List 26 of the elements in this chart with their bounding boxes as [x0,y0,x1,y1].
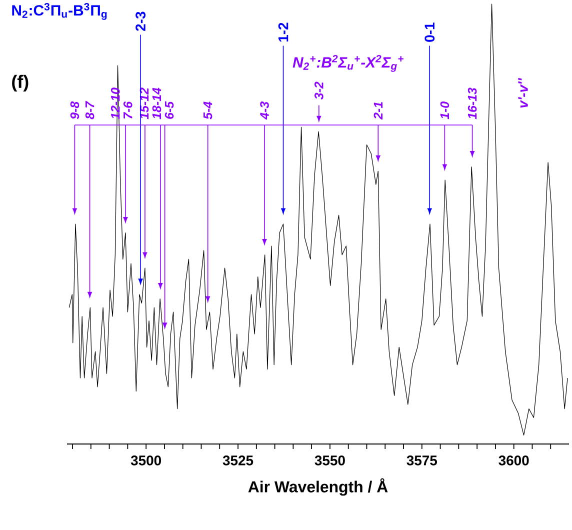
annotation: 5-4 [204,102,212,120]
annotation: 9-8 [70,101,80,120]
annotation: 0-1 [424,22,435,42]
annotation: v'-v'' [518,78,528,108]
x-axis-title: Air Wavelength / Å [248,478,388,496]
annotation: 2-1 [374,102,382,120]
annotation: 16-13 [468,88,477,120]
annotation: 12-10 [110,88,120,120]
annotation: 6-5 [164,101,174,119]
annotation: 1-2 [278,22,288,42]
text: N$_{2}$$^{+}$:B$^{2}$Σ$_{u}$$^{+}$-X$^{2}$Σ$_{g}$+ [292,54,404,72]
annotation: 8-7 [85,100,94,120]
x-tick-label: 3550 [314,456,345,466]
annotation: 4-3 [260,102,269,120]
annotation: 7-6 [123,101,132,119]
annotation: 3-2 [314,82,324,100]
text: N$_{2}$:C$^{3}$Π$_{u}$-B$^{3}$Π$_{g}$ [12,2,107,20]
annotation: 2-3 [136,12,146,31]
x-tick-label: 3575 [406,456,438,466]
annotation: 1-0 [440,102,450,120]
annotation: 18-14 [152,88,162,120]
x-tick-label: 3525 [222,456,254,466]
annotation: 15-12 [140,88,149,120]
x-tick-label: 3600 [498,456,529,466]
text: (f) [12,74,28,92]
x-tick-label: 3500 [130,456,162,466]
